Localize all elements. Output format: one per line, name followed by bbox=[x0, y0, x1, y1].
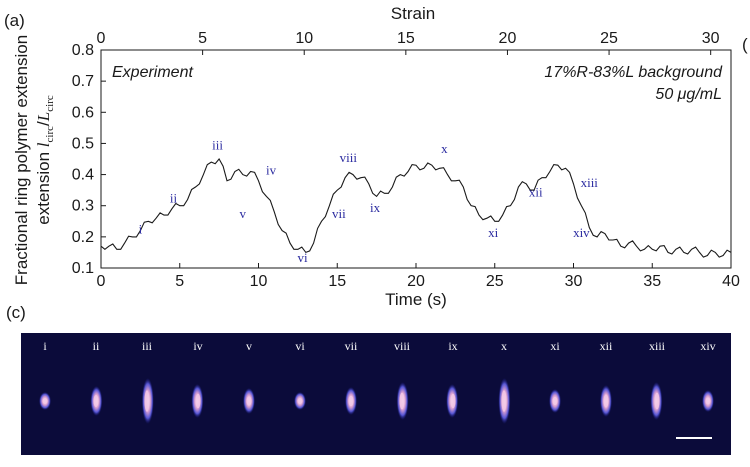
frame-marker-label: i bbox=[139, 222, 143, 237]
strip-frame-core bbox=[297, 398, 303, 404]
strip-frame-label: v bbox=[246, 339, 252, 353]
y-den-sub: circ bbox=[44, 95, 56, 112]
frame-marker-label: xiv bbox=[573, 225, 590, 240]
strip-frame-core bbox=[705, 397, 711, 405]
strip-frame-label: ii bbox=[93, 339, 100, 353]
frame-marker-label: iii bbox=[212, 138, 223, 153]
y-tick-label: 0.4 bbox=[72, 167, 94, 184]
left-axis-ticks: 0.1 0.2 0.3 0.4 0.5 0.6 0.7 0.8 bbox=[72, 42, 106, 277]
annotation-background: 17%R-83%L background bbox=[544, 64, 723, 81]
y-axis-title-line-1: Fractional ring polymer extension bbox=[12, 35, 31, 285]
annotation-experiment: Experiment bbox=[112, 64, 193, 81]
strip-frame-core bbox=[42, 398, 48, 404]
frame-marker-label: ii bbox=[170, 191, 178, 206]
x-axis-title: Time (s) bbox=[385, 290, 447, 309]
frame-marker-label: xiii bbox=[581, 175, 599, 190]
annotation-concentration: 50 μg/mL bbox=[655, 86, 722, 103]
y-tick-label: 0.8 bbox=[72, 42, 94, 59]
strip-frame-core bbox=[450, 393, 456, 409]
line-chart: 0 5 10 15 20 25 30 35 40 0 5 10 15 20 25 30 0.10.20.30… bbox=[12, 4, 740, 309]
strip-frame-label: iii bbox=[142, 339, 153, 353]
strip-frame-label: iv bbox=[193, 339, 202, 353]
extension-series-line bbox=[100, 158, 732, 258]
frame-marker-label: xi bbox=[488, 225, 499, 240]
strip-frames: i ii iii iv v vi vii viii ix x xi xii xiii xiv bbox=[39, 339, 716, 424]
panel-a-label: (a) bbox=[4, 11, 25, 30]
x-tick-label: 5 bbox=[175, 273, 184, 290]
y-tick-label: 0.1 bbox=[72, 260, 94, 277]
x-tick-label: 15 bbox=[328, 273, 346, 290]
frame-marker-label: ix bbox=[370, 200, 381, 215]
strip-frame-core bbox=[552, 396, 558, 406]
strip-frame-core bbox=[654, 392, 660, 410]
strip-frame-core bbox=[144, 390, 150, 412]
y-tick-label: 0.6 bbox=[72, 104, 94, 121]
frame-marker-label: viii bbox=[340, 150, 358, 165]
y-var: l bbox=[34, 142, 53, 147]
y-tick-label: 0.2 bbox=[72, 229, 94, 246]
y-tick-label: 0.5 bbox=[72, 135, 94, 152]
frame-marker-label: xii bbox=[529, 184, 543, 199]
y-axis-title-line-2: extension lcirc/Lcirc bbox=[34, 95, 56, 225]
bottom-axis-ticks: 0 5 10 15 20 25 30 35 40 bbox=[97, 263, 740, 290]
y-den: L bbox=[34, 112, 53, 122]
strip-frame-label: vi bbox=[295, 339, 305, 353]
x-tick-label: 35 bbox=[643, 273, 661, 290]
frame-marker-label: iv bbox=[266, 163, 277, 178]
strip-frame-core bbox=[195, 393, 201, 409]
frame-marker-label: v bbox=[240, 206, 247, 221]
strip-frame-label: xiii bbox=[649, 339, 666, 353]
frame-marker-label: x bbox=[441, 141, 448, 156]
top-tick-label: 30 bbox=[702, 30, 720, 47]
frame-marker-label: vii bbox=[332, 206, 346, 221]
strip-frame-core bbox=[348, 395, 354, 407]
image-strip: i ii iii iv v vi vii viii ix x xi xii xiii xiv bbox=[21, 333, 731, 455]
y-axis-title: Fractional ring polymer extension extens… bbox=[12, 35, 56, 285]
strip-frame-core bbox=[603, 394, 609, 408]
x-tick-label: 0 bbox=[97, 273, 106, 290]
y-var-sub: circ bbox=[44, 126, 56, 143]
top-tick-label: 15 bbox=[397, 30, 415, 47]
strip-frame-label: i bbox=[43, 339, 47, 353]
x-tick-label: 20 bbox=[407, 273, 425, 290]
top-tick-label: 5 bbox=[198, 30, 207, 47]
x-tick-label: 25 bbox=[486, 273, 504, 290]
strip-frame-label: x bbox=[501, 339, 507, 353]
top-tick-label: 20 bbox=[499, 30, 517, 47]
frame-marker-label: vi bbox=[298, 250, 309, 265]
x-tick-label: 10 bbox=[250, 273, 268, 290]
strip-frame-label: viii bbox=[394, 339, 411, 353]
image-strip-background bbox=[21, 333, 731, 455]
strip-frame-core bbox=[399, 392, 405, 410]
plot-frame bbox=[100, 49, 732, 269]
x-tick-label: 40 bbox=[722, 273, 740, 290]
y-tick-label: 0.3 bbox=[72, 198, 94, 215]
partial-label-right: ( bbox=[742, 35, 748, 54]
top-axis-title: Strain bbox=[391, 4, 435, 23]
strip-frame-label: xii bbox=[600, 339, 613, 353]
top-axis-ticks: 0 5 10 15 20 25 30 bbox=[97, 30, 720, 55]
x-tick-label: 30 bbox=[565, 273, 583, 290]
strip-frame-core bbox=[93, 395, 99, 407]
strip-frame-label: ix bbox=[448, 339, 457, 353]
strip-frame-core bbox=[246, 396, 252, 406]
panel-c-label: (c) bbox=[6, 303, 26, 322]
top-tick-label: 0 bbox=[97, 30, 106, 47]
strip-frame-label: xiv bbox=[700, 339, 715, 353]
top-tick-label: 25 bbox=[600, 30, 618, 47]
strip-frame-label: vii bbox=[345, 339, 358, 353]
y-tick-label: 0.7 bbox=[72, 73, 94, 90]
strip-frame-label: xi bbox=[550, 339, 560, 353]
top-tick-label: 10 bbox=[295, 30, 313, 47]
strip-frame-core bbox=[501, 390, 507, 412]
